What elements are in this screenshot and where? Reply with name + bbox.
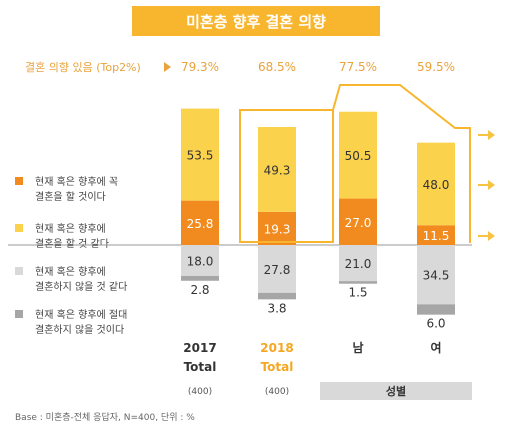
bar-segment	[339, 111, 377, 199]
bar-segment	[258, 211, 296, 245]
base-label: (400)	[188, 387, 212, 397]
data-label: 48.0	[423, 178, 450, 192]
legend-label: 결혼을 할 것이다	[35, 190, 106, 203]
data-label: 27.0	[345, 216, 372, 230]
bar-segment	[181, 200, 219, 245]
bars	[181, 108, 455, 315]
top2-value: 77.5%	[339, 60, 377, 74]
bar-segment	[258, 245, 296, 293]
legend-swatch	[15, 224, 23, 232]
top2-value: 68.5%	[258, 60, 296, 74]
category-label: 여	[430, 340, 441, 355]
legend-label: 결혼하지 않을 것이다	[35, 323, 124, 336]
arrow-right-icon	[488, 180, 495, 190]
data-label: 49.3	[264, 163, 291, 177]
trend-arrows	[478, 130, 495, 241]
top2-value: 79.3%	[181, 60, 219, 74]
bar-segment	[417, 304, 455, 315]
bar-segment	[181, 245, 219, 276]
legend-swatch	[15, 267, 23, 275]
arrow-right-icon	[488, 231, 495, 241]
title-banner: 미혼층 향후 결혼 의향	[132, 6, 380, 36]
data-label: 1.5	[348, 286, 367, 300]
category-label: 2017	[183, 341, 216, 355]
data-label: 27.8	[264, 263, 291, 277]
data-label: 34.5	[423, 269, 450, 283]
gender-group-bar	[320, 382, 472, 400]
legend-label: 현재 혹은 향후에 절대	[35, 308, 127, 321]
legend-label: 결혼을 할 것 같다	[35, 237, 109, 250]
legend-swatch	[15, 310, 23, 318]
bar-segment	[258, 292, 296, 300]
bar-segment	[339, 245, 377, 282]
bar-labels: 25.8 53.5 18.0 2.8 19.3 49.3 27.8 3.8 27.0 50.5 21…	[187, 149, 450, 331]
bar-segment	[417, 142, 455, 226]
data-label: 2.8	[190, 283, 209, 297]
title-bar	[132, 6, 380, 36]
legend-label: 현재 혹은 향후에 꼭	[35, 175, 118, 188]
bar-segment	[181, 275, 219, 281]
footnote: Base : 미혼층-전체 응답자, N=400, 단위 : %	[15, 411, 195, 423]
data-label: 3.8	[267, 301, 286, 315]
top2-row: 결혼 의향 있음 (Top2%) 79.3% 68.5% 77.5% 59.5%	[25, 60, 455, 74]
top2-value: 59.5%	[417, 60, 455, 74]
legend-label: 현재 혹은 향후에	[35, 265, 106, 278]
bar-segment	[339, 281, 377, 284]
category-label: 2018	[260, 341, 293, 355]
data-label: 18.0	[187, 254, 214, 268]
data-label: 19.3	[264, 222, 291, 236]
bar-segment	[417, 245, 455, 305]
gender-outline	[239, 109, 334, 243]
arrow-right-icon	[488, 130, 495, 140]
gender-group-label: 성별	[386, 384, 406, 398]
data-label: 50.5	[345, 149, 372, 163]
chart-title: 미혼층 향후 결혼 의향	[186, 13, 326, 31]
legend-label: 결혼하지 않을 것 같다	[35, 280, 127, 293]
category-label: 남	[352, 340, 363, 355]
gender-outline-right	[332, 84, 471, 243]
category-sublabel: Total	[184, 360, 217, 374]
legend-swatch	[15, 177, 23, 185]
data-label: 11.5	[423, 229, 450, 243]
base-label: (400)	[265, 387, 289, 397]
data-label: 25.8	[187, 217, 214, 231]
bar-segment	[258, 127, 296, 212]
data-label: 21.0	[345, 257, 372, 271]
top2-label: 결혼 의향 있음 (Top2%)	[25, 61, 141, 74]
top2-pointer-icon	[164, 62, 171, 72]
bar-segment	[181, 108, 219, 201]
bar-segment	[417, 225, 455, 245]
legend-label: 현재 혹은 향후에	[35, 222, 106, 235]
data-label: 53.5	[187, 149, 214, 163]
category-sublabel: Total	[261, 360, 294, 374]
data-label: 6.0	[426, 317, 445, 331]
bar-segment	[339, 198, 377, 245]
